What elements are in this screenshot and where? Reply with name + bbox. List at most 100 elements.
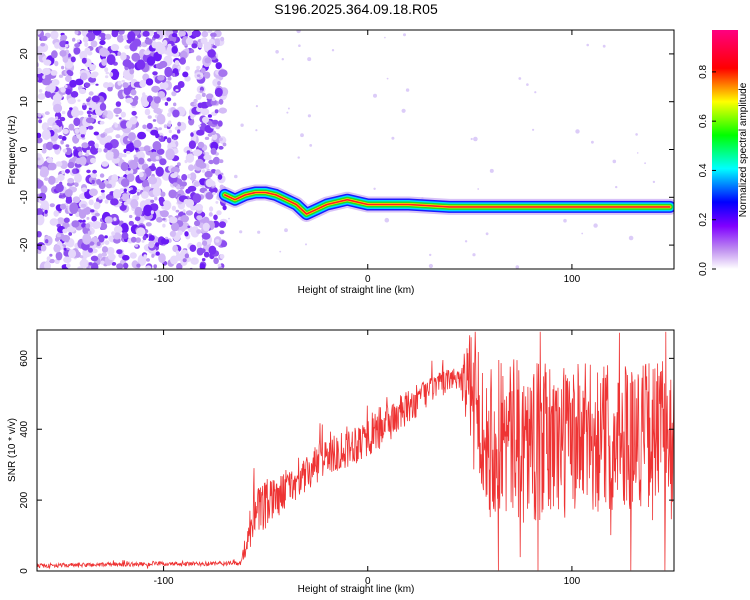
noise-speck: [297, 156, 300, 159]
noise-speck: [99, 47, 109, 57]
noise-speck: [86, 149, 90, 154]
noise-speck: [155, 63, 165, 70]
noise-speck: [74, 30, 79, 35]
noise-speck: [153, 33, 160, 39]
noise-speck: [122, 59, 132, 68]
noise-speck: [196, 74, 201, 77]
noise-speck: [136, 191, 140, 196]
noise-speck: [563, 218, 567, 223]
noise-speck: [74, 43, 81, 48]
noise-speck: [88, 91, 94, 96]
noise-speck: [168, 189, 177, 199]
noise-speck: [86, 169, 91, 174]
noise-speck: [88, 76, 97, 83]
noise-speck: [473, 136, 478, 142]
noise-speck: [45, 85, 53, 92]
noise-speck: [134, 216, 141, 222]
noise-speck: [65, 169, 70, 174]
noise-speck: [401, 108, 406, 113]
noise-speck: [239, 230, 243, 234]
noise-speck: [123, 201, 129, 206]
noise-speck: [147, 115, 152, 119]
noise-speck: [167, 43, 172, 48]
y-tick-label: 0: [19, 568, 30, 574]
noise-speck: [214, 109, 219, 114]
noise-speck: [143, 50, 151, 56]
noise-speck: [101, 194, 106, 199]
noise-speck: [173, 102, 177, 107]
bottom-y-axis-label: SNR (10 * v/v): [7, 418, 18, 482]
noise-speck: [44, 261, 51, 269]
noise-speck: [85, 223, 91, 229]
noise-speck: [213, 257, 219, 265]
snr-series-line: [37, 331, 674, 571]
noise-speck: [615, 185, 618, 189]
frequency-ridge: [216, 184, 674, 222]
noise-speck: [37, 62, 40, 68]
noise-speck: [175, 250, 180, 255]
noise-speck: [153, 31, 158, 36]
noise-speck: [37, 208, 43, 215]
noise-speck: [586, 43, 589, 47]
noise-speck: [131, 110, 137, 116]
noise-speck: [179, 50, 188, 60]
noise-speck: [193, 181, 200, 187]
noise-speck: [101, 58, 107, 66]
noise-speck: [428, 263, 433, 269]
noise-speck: [532, 128, 535, 131]
noise-speck: [111, 174, 119, 183]
noise-speck: [141, 191, 149, 199]
noise-speck: [81, 57, 87, 64]
noise-speck: [78, 209, 87, 219]
noise-speck: [121, 232, 129, 240]
colorbar-tick-label: 0.4: [698, 163, 709, 177]
noise-speck: [73, 117, 81, 127]
noise-speck: [198, 150, 203, 155]
noise-speck: [132, 38, 142, 47]
noise-speck: [116, 34, 124, 43]
noise-speck: [255, 105, 258, 108]
noise-speck: [213, 214, 218, 221]
noise-speck: [129, 68, 135, 75]
noise-speck: [80, 72, 88, 81]
noise-speck: [214, 40, 220, 47]
noise-speck: [81, 201, 85, 205]
noise-speck: [118, 152, 124, 158]
noise-speck: [309, 144, 313, 147]
noise-speck: [172, 182, 178, 187]
noise-speck: [146, 56, 156, 66]
noise-speck: [104, 142, 113, 151]
noise-speck: [526, 83, 529, 86]
noise-speck: [68, 123, 75, 131]
noise-speck: [37, 157, 41, 161]
noise-speck: [160, 191, 166, 197]
noise-speck: [134, 206, 143, 217]
bottom-y-ticks: 0 200 400 600: [19, 350, 674, 574]
noise-speck: [429, 253, 432, 257]
noise-speck: [60, 140, 64, 145]
noise-speck: [157, 116, 165, 122]
noise-speck: [100, 222, 108, 230]
noise-speckle: [37, 30, 656, 269]
noise-speck: [203, 71, 211, 79]
noise-speck: [94, 212, 100, 217]
noise-speck: [210, 147, 217, 155]
noise-speck: [166, 137, 172, 144]
noise-speck: [128, 220, 134, 226]
noise-speck: [384, 217, 390, 223]
x-tick-label: 0: [365, 274, 371, 285]
noise-speck: [178, 30, 184, 37]
noise-speck: [204, 57, 211, 64]
noise-speck: [222, 205, 227, 211]
noise-speck: [105, 71, 110, 75]
noise-speck: [652, 180, 656, 184]
noise-speck: [593, 223, 598, 228]
noise-speck: [218, 98, 224, 105]
noise-speck: [175, 89, 179, 92]
noise-speck: [81, 142, 89, 149]
noise-speck: [534, 91, 537, 94]
noise-speck: [286, 111, 289, 114]
noise-speck: [80, 133, 85, 138]
colorbar: 0.0 0.2 0.4 0.6 0.8 Normalized spectral ampl…: [698, 30, 749, 276]
noise-speck: [46, 256, 51, 261]
